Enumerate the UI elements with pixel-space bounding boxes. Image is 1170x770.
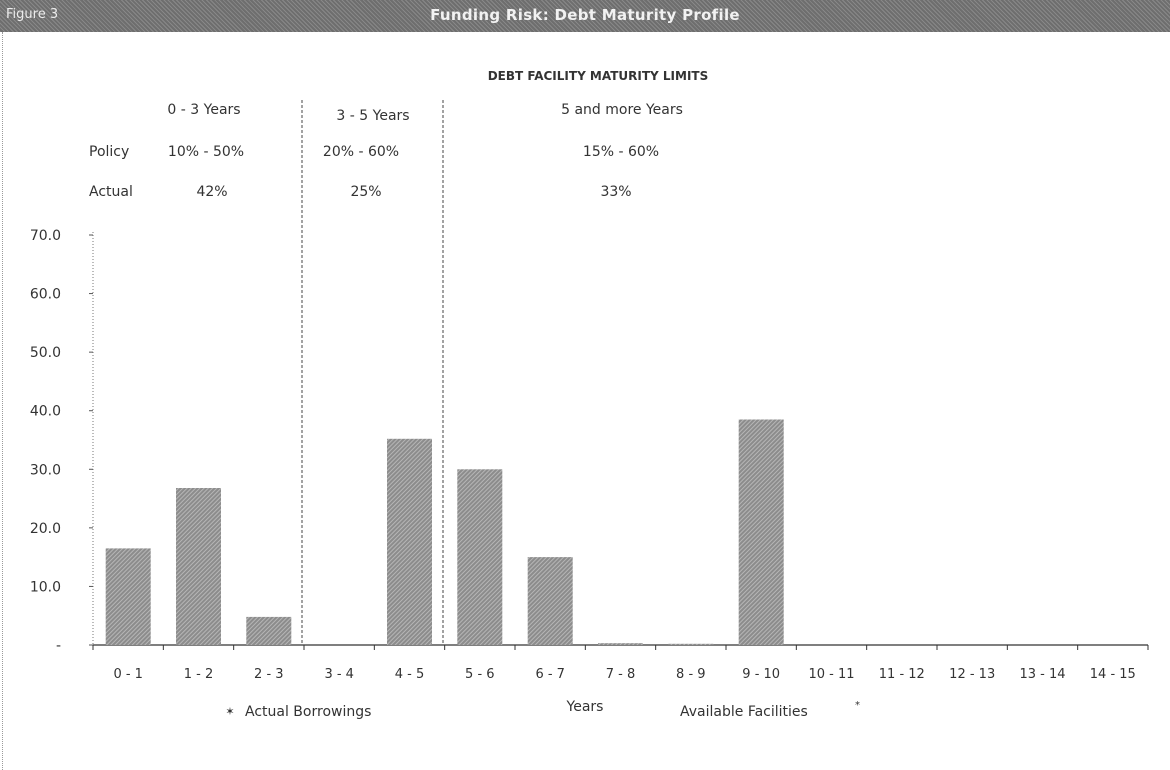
- bar: [668, 643, 714, 645]
- band-5plus-actual: 33%: [600, 184, 631, 200]
- bar: [105, 548, 151, 645]
- bar: [246, 616, 292, 645]
- x-tick-label: 5 - 6: [465, 667, 495, 682]
- band-3-5-name: 3 - 5 Years: [336, 108, 409, 124]
- y-tick-label: 50.0: [30, 345, 61, 361]
- x-tick-label: 13 - 14: [1019, 667, 1065, 682]
- legend-available-facilities: Available Facilities: [680, 704, 808, 720]
- bar: [176, 488, 221, 645]
- bar: [387, 438, 432, 645]
- x-tick-label: 10 - 11: [808, 667, 854, 682]
- x-tick-label: 11 - 12: [879, 667, 925, 682]
- x-tick-label: 14 - 15: [1090, 667, 1136, 682]
- x-tick-label: 6 - 7: [535, 667, 565, 682]
- x-tick-label: 9 - 10: [742, 667, 780, 682]
- y-tick-label: 40.0: [30, 404, 61, 420]
- bar: [738, 419, 784, 645]
- band-5plus-policy: 15% - 60%: [583, 144, 659, 160]
- band-0-3-actual: 42%: [196, 184, 227, 200]
- x-tick-label: 2 - 3: [254, 667, 284, 682]
- legend-marker-available: *: [855, 700, 860, 711]
- x-tick-label: 4 - 5: [395, 667, 425, 682]
- y-tick-label: 30.0: [30, 462, 61, 478]
- band-3-5-actual: 25%: [350, 184, 381, 200]
- title-bar: Figure 3 Funding Risk: Debt Maturity Pro…: [0, 0, 1170, 32]
- x-tick-label: 1 - 2: [184, 667, 214, 682]
- x-tick-label: 3 - 4: [324, 667, 354, 682]
- y-tick-label: 60.0: [30, 287, 61, 303]
- x-axis-title: Years: [566, 699, 604, 715]
- legend-marker-actual: ✶: [225, 705, 234, 718]
- bar: [598, 643, 643, 645]
- legend-actual-borrowings: Actual Borrowings: [245, 704, 371, 720]
- bar: [457, 469, 503, 645]
- x-tick-label: 12 - 13: [949, 667, 995, 682]
- band-0-3-name: 0 - 3 Years: [167, 102, 240, 118]
- band-0-3-policy: 10% - 50%: [168, 144, 244, 160]
- y-tick-label: 10.0: [30, 579, 61, 595]
- policy-label: Policy: [89, 144, 129, 160]
- actual-label: Actual: [89, 184, 133, 200]
- x-tick-label: 8 - 9: [676, 667, 706, 682]
- left-border: [2, 32, 3, 770]
- band-3-5-policy: 20% - 60%: [323, 144, 399, 160]
- y-tick-label: 70.0: [30, 228, 61, 244]
- band-5plus-name: 5 and more Years: [561, 102, 683, 118]
- y-tick-label: -: [56, 638, 61, 654]
- chart-title: Funding Risk: Debt Maturity Profile: [430, 6, 740, 24]
- figure-label: Figure 3: [6, 7, 59, 22]
- x-tick-label: 7 - 8: [606, 667, 636, 682]
- bar: [527, 557, 573, 645]
- y-tick-label: 20.0: [30, 521, 61, 537]
- x-tick-label: 0 - 1: [113, 667, 143, 682]
- limits-heading: DEBT FACILITY MATURITY LIMITS: [488, 69, 709, 83]
